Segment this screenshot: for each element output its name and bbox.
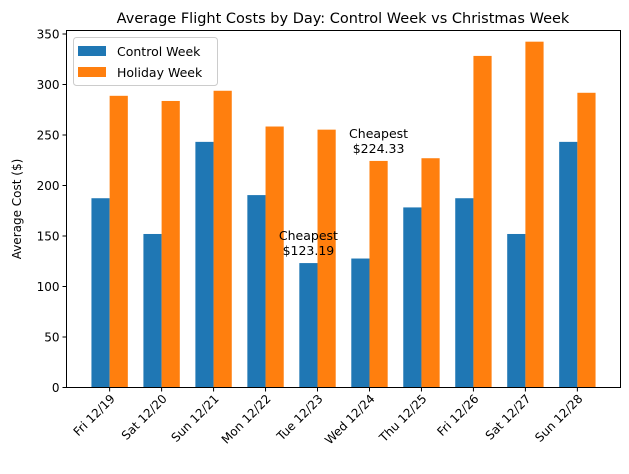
bar-control-week-6: [403, 207, 422, 388]
x-tick-label-0: Fri 12/19: [71, 392, 118, 439]
bar-control-week-9: [559, 141, 578, 388]
bar-control-week-2: [195, 141, 214, 388]
legend-label-0: Control Week: [117, 44, 201, 59]
annotation-label-0: Cheapest: [279, 228, 338, 243]
bar-holiday-week-8: [525, 41, 544, 388]
y-tick-label-150: 150: [37, 230, 60, 244]
bar-holiday-week-1: [161, 100, 180, 388]
legend: Control Week Holiday Week: [73, 37, 218, 86]
y-tick-label-200: 200: [37, 179, 60, 193]
bar-holiday-week-6: [421, 158, 440, 388]
chart-title: Average Flight Costs by Day: Control Wee…: [117, 11, 570, 27]
plot-frame: [66, 30, 621, 388]
legend-swatch-1: [78, 67, 106, 77]
x-tick-label-3: Mon 12/22: [219, 392, 274, 447]
x-tick-label-1: Sat 12/20: [119, 392, 170, 443]
bar-control-week-8: [507, 233, 526, 388]
bar-control-week-7: [455, 198, 474, 388]
y-tick-label-250: 250: [37, 129, 60, 143]
bar-holiday-week-9: [577, 92, 596, 388]
y-tick-label-100: 100: [37, 280, 60, 294]
bar-holiday-week-2: [213, 90, 232, 388]
legend-frame: [73, 37, 218, 86]
x-tick-label-6: Thu 12/25: [376, 392, 430, 446]
bar-holiday-week-4: [317, 129, 336, 388]
x-tick-label-9: Sun 12/28: [532, 392, 585, 445]
y-tick-label-50: 50: [44, 331, 59, 345]
annotation-label-1: Cheapest: [349, 126, 408, 141]
annotation-value-1: $224.33: [353, 141, 405, 156]
bar-control-week-1: [143, 233, 162, 388]
annotation-value-0: $123.19: [283, 243, 335, 258]
bar-control-week-3: [247, 195, 266, 388]
x-tick-label-2: Sun 12/21: [168, 392, 221, 445]
legend-label-1: Holiday Week: [117, 65, 203, 80]
x-tick-label-5: Wed 12/24: [322, 392, 378, 448]
bar-holiday-week-0: [109, 95, 128, 388]
bar-control-week-5: [351, 258, 370, 388]
y-tick-label-350: 350: [37, 28, 60, 42]
x-tick-label-8: Sat 12/27: [483, 392, 534, 443]
y-tick-label-0: 0: [52, 381, 60, 395]
legend-swatch-0: [78, 46, 106, 56]
bar-holiday-week-3: [265, 126, 284, 388]
x-tick-label-7: Fri 12/26: [434, 392, 481, 439]
bar-control-week-4: [299, 263, 318, 388]
bar-holiday-week-7: [473, 55, 492, 388]
bar-control-week-0: [91, 198, 110, 388]
y-tick-label-300: 300: [37, 78, 60, 92]
x-tick-label-4: Tue 12/23: [273, 392, 325, 444]
bar-holiday-week-5: [369, 160, 388, 388]
y-axis-label: Average Cost ($): [10, 159, 24, 260]
